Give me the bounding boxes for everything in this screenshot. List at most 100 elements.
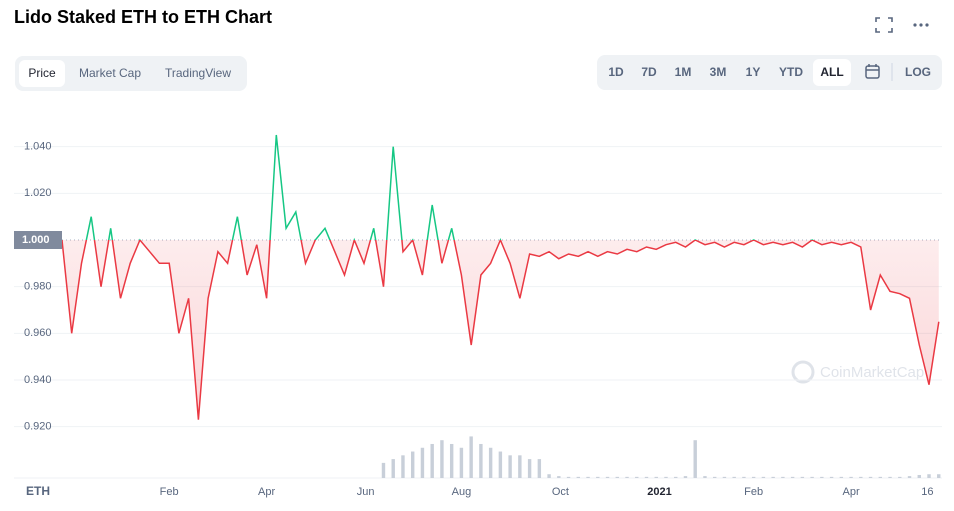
volume-bar [644, 476, 649, 478]
volume-bar [615, 476, 619, 478]
volume-bar [459, 447, 464, 478]
volume-bar [888, 476, 892, 478]
volume-bar [674, 476, 678, 478]
volume-bar [479, 443, 483, 478]
axis-label: ETH [26, 484, 50, 498]
volume-bar [654, 476, 658, 478]
x-tick-label: 16 [921, 486, 933, 498]
x-tick-label: Feb [744, 486, 763, 498]
tab[interactable]: Price [28, 66, 56, 80]
volume-bar [547, 474, 551, 478]
y-tick-label: 0.920 [24, 421, 52, 433]
volume-bar [839, 476, 844, 478]
volume-bar [751, 476, 756, 478]
x-tick-label: 2021 [647, 486, 671, 498]
tab-active-bg [19, 60, 65, 87]
volume-bar [527, 459, 532, 478]
volume-bar [878, 476, 883, 478]
log-button[interactable]: LOG [905, 65, 931, 79]
volume-bar [927, 474, 931, 478]
y-tick-label: 1.040 [24, 141, 52, 153]
volume-bar [849, 476, 853, 478]
volume-bar [381, 462, 386, 478]
volume-bar [557, 476, 561, 478]
volume-bar [917, 474, 921, 478]
baseline-label-bg [14, 231, 62, 249]
volume-bar [771, 476, 775, 478]
volume-bar [498, 451, 503, 478]
volume-bar [898, 476, 902, 478]
x-tick-label: Apr [843, 486, 860, 498]
volume-bar [820, 476, 824, 478]
range-button[interactable]: ALL [820, 65, 843, 79]
tab[interactable]: Market Cap [79, 66, 141, 80]
volume-bar [859, 476, 863, 478]
range-group [597, 55, 942, 90]
volume-bar [664, 476, 668, 478]
more-icon[interactable] [913, 23, 929, 27]
watermark: CoinMarketCap [791, 360, 924, 384]
volume-bar [430, 443, 434, 478]
volume-bar [420, 447, 425, 478]
tab[interactable]: TradingView [165, 66, 231, 80]
volume-bar [761, 476, 766, 478]
volume-bar [625, 476, 629, 478]
volume-bar [410, 451, 415, 478]
volume-bar [742, 476, 746, 478]
volume-bar [829, 476, 834, 478]
calendar-icon[interactable] [865, 64, 880, 79]
volume-bar [449, 443, 454, 478]
volume-bar [712, 476, 717, 478]
area-fill [62, 240, 939, 420]
range-button[interactable]: 1Y [746, 65, 761, 79]
price-line [62, 240, 940, 420]
tab-group [15, 56, 247, 91]
x-tick-label: Aug [452, 486, 472, 498]
volume-bar [508, 455, 512, 478]
volume-bar [732, 476, 736, 478]
volume-bar [605, 476, 610, 478]
range-active-bg [813, 59, 851, 86]
range-button[interactable]: 1D [608, 65, 624, 79]
watermark-text: CoinMarketCap [820, 364, 924, 381]
volume-bar [722, 476, 727, 478]
x-tick-label: Apr [258, 486, 275, 498]
chart-title: Lido Staked ETH to ETH Chart [14, 7, 272, 27]
y-tick-label: 0.960 [24, 327, 52, 339]
volume-bar [683, 476, 688, 478]
volume-bar [440, 440, 444, 478]
volume-bar [937, 474, 941, 478]
volume-bar [566, 476, 571, 478]
volume-bar [907, 476, 912, 478]
x-tick-label: Jun [357, 486, 375, 498]
volume-bar [586, 476, 590, 478]
volume-bar [401, 455, 405, 478]
range-button[interactable]: 7D [641, 65, 657, 79]
baseline-label: 1.000 [22, 234, 50, 246]
range-button[interactable]: 1M [675, 65, 692, 79]
volume-bar [518, 455, 522, 478]
volume-bar [576, 476, 581, 478]
range-button[interactable]: YTD [779, 65, 803, 79]
volume-bar [810, 476, 814, 478]
volume-bar [488, 447, 493, 478]
range-button[interactable]: 3M [710, 65, 727, 79]
y-tick-label: 1.020 [24, 187, 52, 199]
volume-bar [635, 476, 639, 478]
volume-bar [800, 476, 805, 478]
volume-bar [693, 440, 697, 478]
x-tick-label: Oct [552, 486, 569, 498]
y-tick-label: 0.940 [24, 374, 52, 386]
volume-bar [781, 476, 785, 478]
y-tick-label: 0.980 [24, 281, 52, 293]
fullscreen-icon[interactable] [875, 17, 893, 33]
volume-bar [537, 459, 542, 478]
volume-bar [596, 476, 600, 478]
volume-bar [469, 436, 473, 478]
volume-bar [790, 476, 795, 478]
volume-bar [868, 476, 873, 478]
x-tick-label: Feb [160, 486, 179, 498]
volume-bar [703, 476, 707, 478]
